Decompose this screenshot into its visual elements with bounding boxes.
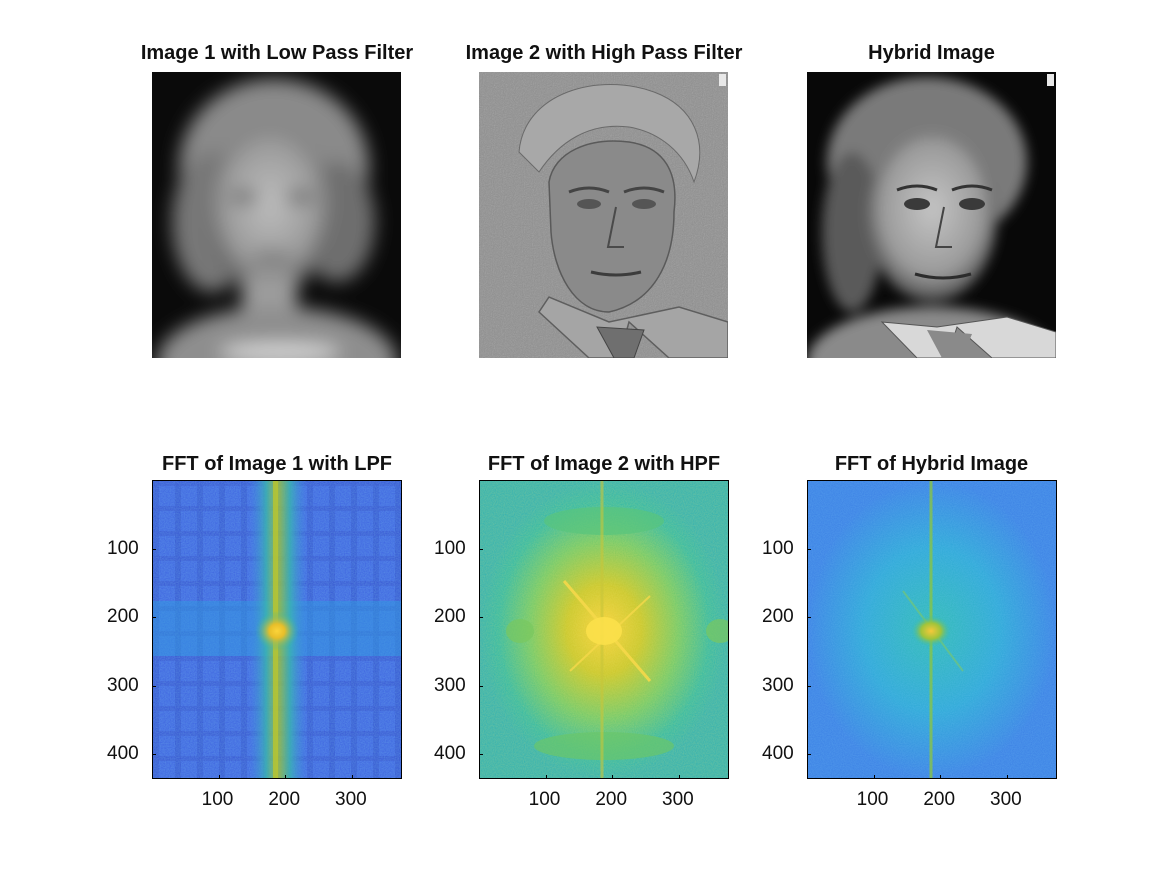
y-tick-mark — [152, 754, 156, 756]
fft-title-hybrid: FFT of Hybrid Image — [834, 453, 1029, 475]
x-tick-mark — [1007, 775, 1008, 779]
y-tick-mark — [479, 548, 483, 550]
y-tick-mark — [152, 548, 156, 550]
y-tick-label: 400 — [762, 743, 794, 765]
x-tick-mark — [352, 775, 353, 779]
y-tick-mark — [479, 754, 483, 756]
y-tick-mark — [807, 548, 811, 550]
y-tick-label: 300 — [434, 674, 466, 696]
y-tick-mark — [807, 754, 811, 756]
y-tick-label: 100 — [762, 537, 794, 559]
x-tick-label: 300 — [990, 789, 1022, 810]
fft-lpf-heatmap — [152, 480, 402, 779]
x-tick-label: 200 — [595, 789, 628, 810]
y-tick-label: 300 — [107, 674, 139, 696]
y-tick-mark — [152, 617, 156, 619]
y-tick-mark — [807, 685, 811, 687]
x-tick-label: 100 — [856, 789, 889, 810]
x-tick-mark — [612, 775, 614, 779]
panel-title-hybrid-image: Hybrid Image — [868, 42, 995, 64]
y-tick-mark — [807, 617, 811, 619]
panel-title-lpf-image: Image 1 with Low Pass Filter — [140, 42, 414, 64]
x-tick-label: 200 — [268, 789, 301, 810]
x-tick-label: 200 — [923, 789, 956, 810]
panel-title-hpf-image: Image 2 with High Pass Filter — [465, 42, 743, 64]
y-tick-label: 400 — [434, 743, 466, 765]
fft-title-lpf: FFT of Image 1 with LPF — [162, 453, 392, 475]
y-tick-label: 100 — [434, 537, 466, 559]
y-tick-label: 200 — [434, 606, 466, 628]
x-tick-label: 300 — [662, 789, 694, 810]
x-tick-mark — [285, 775, 287, 779]
lpf-portrait-image — [152, 72, 401, 358]
y-tick-label: 200 — [762, 606, 794, 628]
fft-title-hpf: FFT of Image 2 with HPF — [487, 453, 721, 475]
x-tick-label: 300 — [335, 789, 367, 810]
x-tick-mark — [873, 775, 875, 779]
x-tick-mark — [679, 775, 680, 779]
fft-hybrid-heatmap — [807, 480, 1057, 779]
hpf-portrait-image — [479, 72, 728, 358]
y-tick-label: 300 — [762, 674, 794, 696]
x-tick-mark — [218, 775, 220, 779]
x-tick-label: 100 — [201, 789, 234, 810]
y-tick-label: 200 — [107, 606, 139, 628]
y-tick-mark — [479, 617, 483, 619]
x-tick-mark — [545, 775, 547, 779]
y-tick-label: 100 — [107, 537, 139, 559]
hybrid-portrait-image — [807, 72, 1056, 358]
y-tick-label: 400 — [107, 743, 139, 765]
x-tick-mark — [940, 775, 942, 779]
fft-hpf-heatmap — [479, 480, 729, 779]
x-tick-label: 100 — [528, 789, 561, 810]
y-tick-mark — [479, 685, 483, 687]
y-tick-mark — [152, 685, 156, 687]
